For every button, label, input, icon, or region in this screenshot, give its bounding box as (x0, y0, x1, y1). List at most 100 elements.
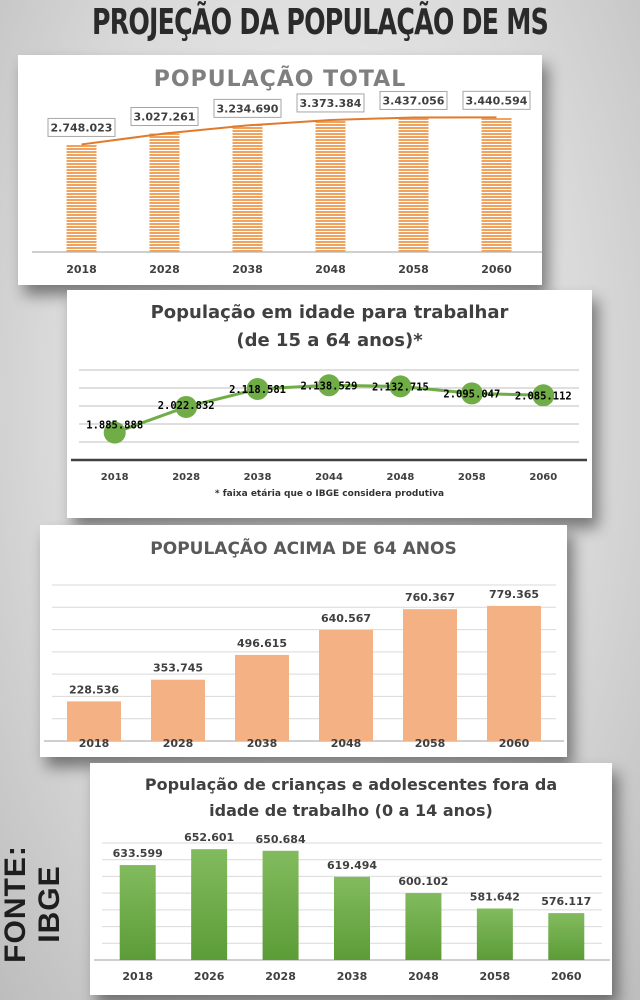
x-tick-label: 2060 (481, 263, 512, 276)
data-label: 652.601 (184, 831, 234, 844)
chart-plot: 2.748.023 3.027.261 3.234.690 3.373.384 3.43… (32, 90, 542, 276)
data-label: 2.118.581 (229, 384, 286, 396)
chart-working-age: População em idade para trabalhar (de 15… (67, 290, 592, 518)
bar (481, 117, 512, 252)
data-label: 3.234.690 (217, 102, 279, 115)
bar (66, 144, 97, 252)
x-tick-label: 2058 (458, 472, 486, 483)
x-tick-label: 2048 (315, 263, 346, 276)
bar (398, 117, 429, 252)
data-label: 3.027.261 (134, 111, 196, 124)
bar (403, 609, 457, 741)
x-tick-label: 2058 (398, 263, 429, 276)
data-label: 576.117 (541, 895, 591, 908)
bar (119, 865, 156, 960)
data-label: 633.599 (113, 847, 163, 860)
data-label: 760.367 (405, 591, 455, 604)
bar (262, 850, 299, 960)
bar (235, 654, 289, 741)
data-label: 2.748.023 (51, 121, 113, 134)
chart-footnote: * faixa etária que o IBGE considera prod… (214, 489, 445, 499)
x-tick-label: 2038 (247, 737, 278, 750)
x-tick-label: 2028 (172, 472, 200, 483)
data-label: 581.642 (470, 890, 520, 903)
data-label-box (462, 90, 531, 110)
x-tick-label: 2058 (415, 737, 446, 750)
data-label: 779.365 (489, 588, 539, 601)
data-label-box (213, 98, 282, 118)
x-tick-label: 2028 (163, 737, 194, 750)
chart-plot: 1.885.888 2.022.832 2.118.581 2.138.529 2.13… (71, 369, 587, 483)
data-label-box (379, 90, 448, 110)
bar (405, 893, 442, 960)
data-point (460, 382, 483, 405)
chart-over-64: POPULAÇÃO ACIMA DE 64 ANOS 228.536 353.74… (40, 525, 567, 757)
chart-subtitle: (de 15 a 64 anos)* (236, 330, 423, 351)
chart-title: POPULAÇÃO TOTAL (153, 67, 407, 92)
source-label: FONTE: IBGE (0, 845, 66, 963)
main-title: PROJEÇÃO DA POPULAÇÃO DE MS (91, 2, 549, 43)
data-point (318, 374, 340, 397)
data-point (175, 395, 198, 418)
bar (315, 119, 346, 252)
chart-title: POPULAÇÃO ACIMA DE 64 ANOS (150, 539, 457, 559)
x-tick-label: 2048 (408, 970, 439, 983)
bar (487, 605, 541, 741)
data-label-box (296, 93, 365, 113)
data-label: 353.745 (153, 662, 203, 675)
x-tick-label: 2018 (122, 970, 153, 983)
x-tick-label: 2018 (66, 263, 97, 276)
data-label: 2.022.832 (158, 400, 215, 412)
chart-subtitle: idade de trabalho (0 a 14 anos) (209, 801, 493, 820)
x-tick-label: 2028 (265, 970, 296, 983)
x-tick-label: 2038 (337, 970, 368, 983)
data-label-box (47, 117, 116, 137)
x-tick-label: 2026 (194, 970, 225, 983)
data-point (103, 421, 126, 444)
x-tick-label: 2044 (315, 472, 343, 483)
x-tick-label: 2018 (79, 737, 110, 750)
bar (67, 701, 121, 741)
data-label: 3.440.594 (466, 94, 528, 107)
bar (151, 679, 205, 741)
data-label: 2.138.529 (301, 380, 358, 392)
x-tick-label: 2018 (101, 472, 129, 483)
x-tick-label: 2060 (551, 970, 582, 983)
data-label-box (130, 107, 199, 127)
x-tick-label: 2048 (387, 472, 415, 483)
data-label: 496.615 (237, 637, 287, 650)
x-tick-label: 2048 (331, 737, 362, 750)
data-label: 2.085.112 (515, 390, 572, 402)
bar (191, 849, 228, 960)
data-label: 2.095.047 (443, 388, 500, 400)
x-tick-label: 2060 (499, 737, 530, 750)
chart-children: População de crianças e adolescentes for… (90, 763, 612, 995)
x-tick-label: 2058 (480, 970, 511, 983)
trend-line (81, 116, 497, 146)
x-tick-label: 2060 (529, 472, 557, 483)
chart-title: População de crianças e adolescentes for… (144, 775, 558, 794)
data-label: 1.885.888 (86, 420, 143, 432)
data-label: 640.567 (321, 612, 371, 625)
x-tick-label: 2028 (149, 263, 180, 276)
data-label: 3.373.384 (300, 97, 362, 110)
x-tick-label: 2038 (232, 263, 263, 276)
data-label: 3.437.056 (383, 94, 445, 107)
bar (476, 908, 513, 960)
chart-total-population: POPULAÇÃO TOTAL 2.748.023 3.027.261 3.234.… (18, 55, 542, 285)
data-label: 650.684 (256, 833, 306, 846)
bar (548, 913, 585, 960)
bar (149, 133, 180, 252)
data-label: 600.102 (398, 875, 448, 888)
data-label: 228.536 (69, 683, 119, 696)
chart-title: População em idade para trabalhar (150, 302, 509, 323)
data-point (532, 384, 555, 407)
data-label: 2.132.715 (372, 381, 429, 393)
chart-plot: 633.599 652.601 650.684 619.494 600.102 581.6… (94, 831, 610, 983)
bar (232, 125, 263, 252)
data-point (246, 378, 269, 401)
data-point (389, 375, 412, 398)
data-label: 619.494 (327, 859, 377, 872)
x-tick-label: 2038 (244, 472, 272, 483)
bar (334, 876, 370, 960)
